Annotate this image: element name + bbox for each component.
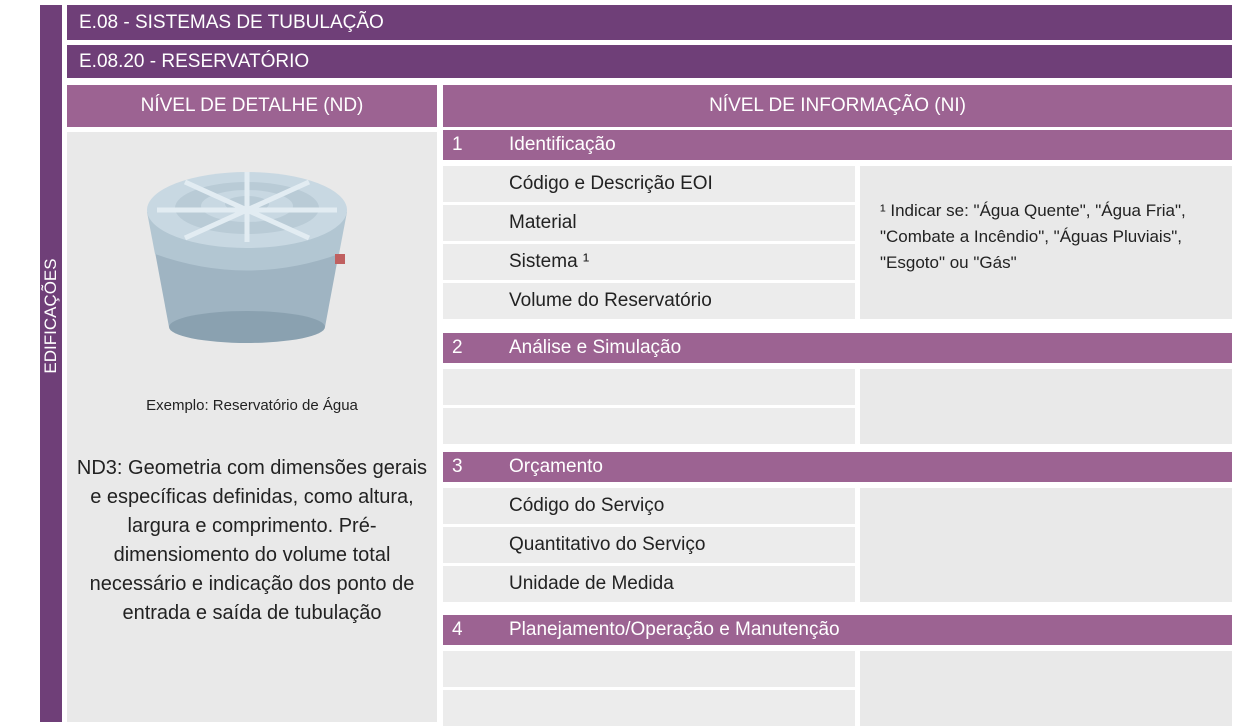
side-bar: EDIFICAÇÕES	[40, 5, 62, 722]
section-number: 4	[452, 619, 463, 640]
section-title: Análise e Simulação	[509, 337, 682, 358]
item: Unidade de Medida	[443, 566, 855, 602]
description: ND3: Geometria com dimensões gerais e es…	[76, 457, 428, 624]
section-title: Planejamento/Operação e Manutenção	[509, 619, 840, 640]
item: Quantitativo do Serviço	[443, 527, 855, 563]
note-box	[860, 488, 1232, 602]
empty-row	[443, 408, 855, 444]
empty-row	[443, 690, 855, 726]
tank-image	[147, 172, 347, 343]
caption: Exemplo: Reservatório de Água	[146, 397, 358, 414]
item: Código do Serviço	[443, 488, 855, 524]
title: E.08 - SISTEMAS DE TUBULAÇÃO	[67, 5, 1232, 40]
item: Volume do Reservatório	[443, 283, 855, 319]
section-header	[443, 333, 1232, 363]
note: ¹ Indicar se: "Água Quente", "Água Fria"…	[880, 201, 1186, 272]
item: Código e Descrição EOI	[443, 166, 855, 202]
section-number: 3	[452, 456, 463, 477]
column-header: NÍVEL DE DETALHE (ND)	[67, 85, 437, 127]
section-number: 1	[452, 134, 463, 155]
section-title: Identificação	[509, 134, 616, 155]
column-header: NÍVEL DE INFORMAÇÃO (NI)	[443, 85, 1232, 127]
section-header	[443, 615, 1232, 645]
detail-panel: Exemplo: Reservatório de Água ND3: Geome…	[67, 132, 437, 722]
empty-row	[443, 651, 855, 687]
section-header	[443, 130, 1232, 160]
subtitle: E.08.20 - RESERVATÓRIO	[67, 45, 1232, 78]
side-label: EDIFICAÇÕES	[41, 258, 60, 374]
note-box	[860, 651, 1232, 726]
item: Sistema ¹	[443, 244, 855, 280]
item: Material	[443, 205, 855, 241]
section-title: Orçamento	[509, 456, 603, 477]
note-box	[860, 166, 1232, 319]
section-header	[443, 452, 1232, 482]
section-number: 2	[452, 337, 463, 358]
empty-row	[443, 369, 855, 405]
note-box	[860, 369, 1232, 444]
